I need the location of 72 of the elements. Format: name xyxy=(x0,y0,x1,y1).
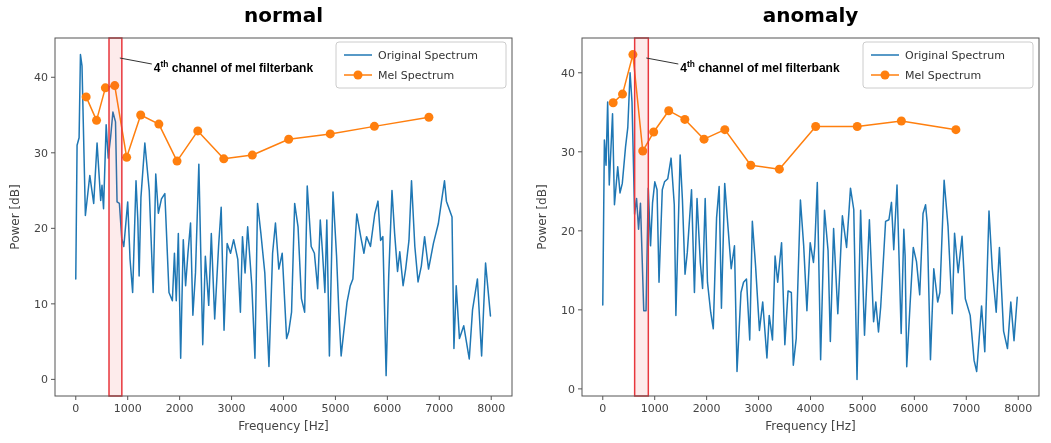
legend-label: Mel Spectrum xyxy=(378,69,455,82)
x-tick-label: 0 xyxy=(72,402,80,415)
y-tick-label: 10 xyxy=(34,297,48,311)
y-tick-label: 20 xyxy=(34,222,48,236)
x-tick-label: 2000 xyxy=(692,402,721,415)
x-axis-title: Frequency [Hz] xyxy=(238,419,329,433)
point xyxy=(369,121,379,131)
x-tick-label: 0 xyxy=(599,402,607,415)
y-tick-label: 10 xyxy=(561,303,575,317)
point xyxy=(247,150,257,160)
point xyxy=(680,114,690,124)
x-tick-label: 8000 xyxy=(477,402,506,415)
point xyxy=(122,152,132,162)
point xyxy=(664,106,674,116)
y-tick-label: 20 xyxy=(561,224,575,238)
y-tick-label: 40 xyxy=(561,66,575,80)
point xyxy=(219,154,229,164)
point xyxy=(608,98,618,108)
point xyxy=(284,134,294,144)
x-tick-label: 6000 xyxy=(373,402,402,415)
y-tick-label: 0 xyxy=(568,382,575,396)
point xyxy=(100,83,110,93)
y-axis-title: Power [dB] xyxy=(8,184,22,250)
x-tick-label: 1000 xyxy=(113,402,142,415)
x-axis-title: Frequency [Hz] xyxy=(765,419,856,433)
legend-label: Original Spectrum xyxy=(905,49,1005,62)
x-tick-label: 2000 xyxy=(165,402,194,415)
point xyxy=(699,134,709,144)
point xyxy=(811,122,821,132)
chart-title: anomaly xyxy=(762,3,859,27)
point xyxy=(136,110,146,120)
x-tick-label: 3000 xyxy=(217,402,246,415)
point xyxy=(424,112,434,122)
point xyxy=(896,116,906,126)
x-tick-label: 7000 xyxy=(952,402,981,415)
point xyxy=(172,156,182,166)
point xyxy=(92,115,102,125)
point xyxy=(638,146,648,156)
point xyxy=(325,129,335,139)
x-tick-label: 3000 xyxy=(744,402,773,415)
line-series xyxy=(75,53,492,377)
y-tick-label: 30 xyxy=(34,146,48,160)
legend-label: Original Spectrum xyxy=(378,49,478,62)
x-tick-label: 5000 xyxy=(321,402,350,415)
point xyxy=(649,127,659,137)
point xyxy=(951,125,961,135)
x-tick-label: 5000 xyxy=(848,402,877,415)
y-tick-label: 0 xyxy=(41,373,48,387)
x-tick-label: 4000 xyxy=(269,402,298,415)
y-tick-label: 40 xyxy=(34,71,48,85)
point xyxy=(774,164,784,174)
point xyxy=(618,89,628,99)
point xyxy=(193,126,203,136)
line-series xyxy=(602,72,1018,381)
chart-title: normal xyxy=(243,3,324,27)
x-tick-label: 6000 xyxy=(900,402,929,415)
y-axis-title: Power [dB] xyxy=(535,184,549,250)
point xyxy=(110,81,120,91)
point xyxy=(154,119,164,129)
x-tick-label: 7000 xyxy=(425,402,454,415)
annotation: 4$^{th}$ channel of mel filterbank xyxy=(680,59,840,75)
point xyxy=(628,50,638,60)
point xyxy=(746,160,756,170)
point xyxy=(720,125,730,135)
x-tick-label: 4000 xyxy=(796,402,825,415)
legend-label: Mel Spectrum xyxy=(905,69,982,82)
x-tick-label: 8000 xyxy=(1004,402,1033,415)
point xyxy=(81,92,91,102)
point xyxy=(852,122,862,132)
x-tick-label: 1000 xyxy=(640,402,669,415)
y-tick-label: 30 xyxy=(561,145,575,159)
annotation: 4$^{th}$ channel of mel filterbank xyxy=(153,59,314,75)
